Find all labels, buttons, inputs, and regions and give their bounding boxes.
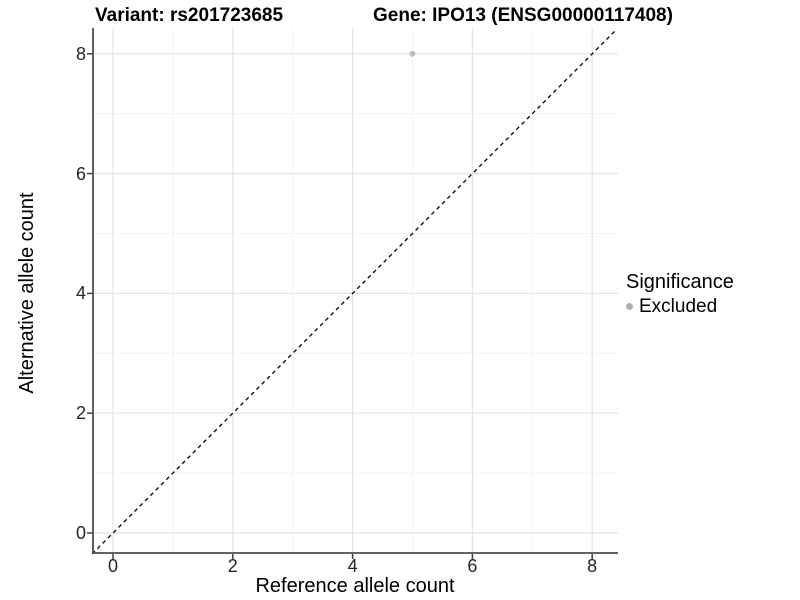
x-tick-label: 6 xyxy=(467,556,478,576)
legend-item-label: Excluded xyxy=(639,296,718,317)
x-tick-label: 0 xyxy=(107,556,118,576)
x-tick-label: 4 xyxy=(347,556,358,576)
legend-key-dot-icon xyxy=(626,303,633,310)
x-axis-title: Reference allele count xyxy=(255,575,455,597)
y-tick-label: 0 xyxy=(75,523,86,543)
y-tick-label: 4 xyxy=(75,283,86,304)
legend: Significance Excluded xyxy=(626,271,734,317)
legend-title: Significance xyxy=(626,271,734,293)
plot-title-gene: Gene: IPO13 (ENSG00000117408) xyxy=(373,5,673,26)
y-axis-title: Alternative allele count xyxy=(16,192,38,394)
y-tick-label: 2 xyxy=(75,403,86,424)
legend-item-excluded: Excluded xyxy=(626,296,734,317)
plot-title-variant: Variant: rs201723685 xyxy=(95,5,284,26)
y-tick-label: 6 xyxy=(75,163,86,184)
x-tick-label: 8 xyxy=(587,556,598,576)
y-tick-label: 8 xyxy=(75,43,86,64)
x-tick-label: 2 xyxy=(227,556,238,576)
